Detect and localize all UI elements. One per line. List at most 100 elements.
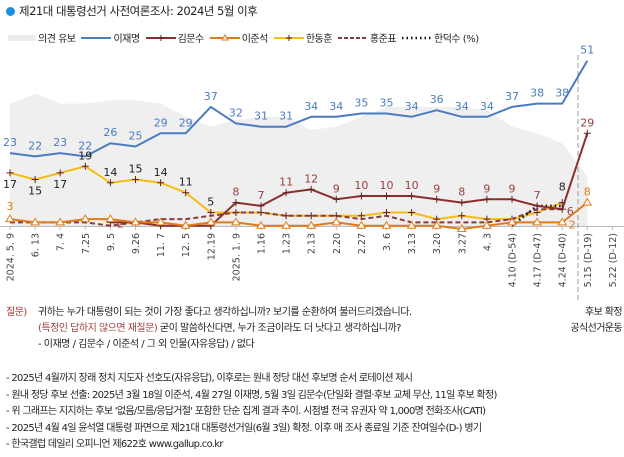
data-point-김문수 xyxy=(332,195,340,203)
legend-item: 이준석 xyxy=(209,30,268,45)
data-point-한동훈 xyxy=(81,162,89,170)
data-point-이준석 xyxy=(281,220,291,229)
data-label-김문수: 2 xyxy=(117,217,124,230)
x-tick-label: 3.27 xyxy=(457,233,468,254)
data-label-이재명: 31 xyxy=(279,110,293,123)
data-label-이재명: 34 xyxy=(455,100,469,113)
data-label-한동훈: 5 xyxy=(207,196,214,209)
data-point-이준석 xyxy=(306,220,317,229)
data-point-한동훈 xyxy=(408,209,416,216)
data-label-이재명: 51 xyxy=(580,44,594,57)
question-line-3: - 이재명 / 김문수 / 이준석 / 그 외 인물(자유응답) / 없다 xyxy=(38,339,255,350)
legend-swatch-icon xyxy=(145,34,176,41)
legend-label: 홍준표 xyxy=(369,34,397,45)
data-point-김문수 xyxy=(458,199,466,207)
data-point-이준석 xyxy=(381,220,392,229)
data-point-김문수 xyxy=(583,129,591,137)
data-label-이재명: 37 xyxy=(505,90,519,103)
x-tick-label: 5.15 (D-19) xyxy=(583,233,594,287)
legend-item: 홍준표 xyxy=(337,30,397,45)
data-point-김문수 xyxy=(383,192,390,200)
x-tick-label: 12. 5 xyxy=(181,233,192,257)
data-label-한동훈: 19 xyxy=(78,149,92,162)
x-tick-label: 3. 6 xyxy=(382,233,393,251)
data-point-김문수 xyxy=(483,195,491,203)
data-point-김문수 xyxy=(408,192,416,200)
data-point-이준석 xyxy=(557,217,568,226)
data-point-이준석 xyxy=(105,214,116,223)
legend-swatch-icon xyxy=(273,34,304,41)
data-label-한동훈: 14 xyxy=(154,166,168,179)
data-point-이준석 xyxy=(582,197,593,206)
data-label-한동훈: 8 xyxy=(559,181,566,194)
data-label-이재명: 22 xyxy=(28,139,42,152)
data-label-이재명: 34 xyxy=(304,100,318,113)
legend-item: 김문수 xyxy=(145,30,204,45)
data-label-이재명: 36 xyxy=(430,93,444,106)
bullet-icon xyxy=(6,6,15,16)
data-point-한동훈 xyxy=(132,176,139,183)
data-point-김문수 xyxy=(307,185,315,193)
x-tick-label: 2.13 xyxy=(307,233,318,254)
data-point-이준석 xyxy=(80,214,91,223)
legend-label: 한덕수 (%) xyxy=(434,34,479,45)
data-point-한동훈 xyxy=(182,189,190,197)
data-point-이준석 xyxy=(331,217,342,226)
x-tick-label: 2024. 5. 9 xyxy=(6,233,17,281)
data-label-이재명: 32 xyxy=(229,106,243,119)
x-tick-label: 4.24 (D-40) xyxy=(558,233,569,287)
data-label-한동훈: 15 xyxy=(129,163,143,176)
data-label-이재명: 31 xyxy=(254,110,268,123)
data-label-이재명: 25 xyxy=(129,130,143,143)
legend-label: 이재명 xyxy=(113,34,140,45)
data-point-김문수 xyxy=(357,192,365,200)
x-tick-label: 9. 5 xyxy=(106,233,117,251)
data-label-김문수: 29 xyxy=(580,116,594,129)
question-block: 질문) 귀하는 누가 대통령이 되는 것이 가장 좋다고 생각하십니까? 보기를 … xyxy=(6,305,412,353)
x-tick-label: 2025. 1. 9 xyxy=(231,233,242,281)
legend-item: 한덕수 (%) xyxy=(402,30,479,45)
footnote: - 2025년 4월까지 장래 정치 지도자 선호도(자유응답), 이후로는 원… xyxy=(6,373,413,384)
data-point-김문수 xyxy=(232,199,240,207)
data-point-이준석 xyxy=(130,217,141,226)
data-point-이준석 xyxy=(30,217,40,226)
data-point-한동훈 xyxy=(458,212,466,220)
x-tick-label: 12.19 xyxy=(206,233,217,260)
data-point-김문수 xyxy=(508,195,516,203)
phase-note-line-1: 후보 확정 xyxy=(585,307,623,318)
legend-swatch-icon xyxy=(8,34,36,41)
data-label-김문수: 10 xyxy=(380,179,394,192)
legend-label: 의견 유보 xyxy=(38,34,76,45)
question-line-2: 굳이 말씀하신다면, 누가 조금이라도 더 낫다고 생각하십니까? xyxy=(157,323,402,334)
data-label-이재명: 26 xyxy=(103,126,117,139)
data-label-이준석: 3 xyxy=(7,200,14,213)
data-point-이준석 xyxy=(256,220,266,229)
data-label-이재명: 23 xyxy=(53,136,67,149)
series-line-이준석 xyxy=(9,201,588,230)
series-line-홍준표 xyxy=(10,208,563,227)
x-tick-label: 7.25 xyxy=(81,233,92,254)
data-label-김문수: 7 xyxy=(534,189,541,202)
data-point-김문수 xyxy=(257,202,265,210)
data-point-이준석 xyxy=(231,217,241,226)
data-point-이준석 xyxy=(356,220,367,229)
data-label-이재명: 34 xyxy=(480,100,494,113)
phase-note: 후보 확정 공식선거운동 xyxy=(570,305,622,337)
x-tick-label: 9.26 xyxy=(131,233,142,254)
data-label-이재명: 37 xyxy=(204,90,218,103)
x-tick-label: 1.23 xyxy=(282,233,293,254)
legend-item: 의견 유보 xyxy=(8,30,76,45)
data-point-한동훈 xyxy=(157,179,165,187)
data-point-이준석 xyxy=(482,220,492,229)
legend-item: 한동훈 xyxy=(273,30,333,45)
data-label-이재명: 38 xyxy=(530,87,544,100)
data-label-이재명: 35 xyxy=(354,97,368,110)
data-label-김문수: 8 xyxy=(458,186,465,199)
data-label-한동훈: 17 xyxy=(53,178,67,191)
data-label-이재명: 22 xyxy=(78,139,92,152)
data-label-김문수: 9 xyxy=(433,182,440,195)
legend: 의견 유보 이재명 김문수 이준석 한동훈 홍준표 한덕수 (%) xyxy=(8,30,482,45)
legend-label: 한동훈 xyxy=(305,34,333,45)
x-tick-label: 6. 13 xyxy=(31,233,42,257)
data-label-김문수: 11 xyxy=(279,176,293,189)
